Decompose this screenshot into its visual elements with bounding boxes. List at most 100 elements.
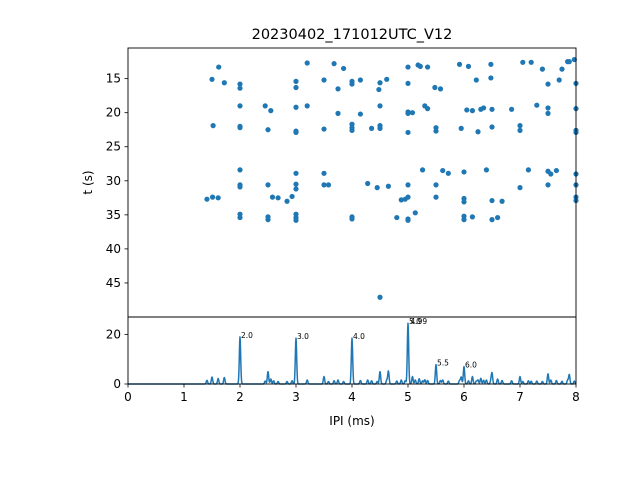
raster-point <box>237 81 243 87</box>
histogram-peak-annotations: 2.0 3.0 4.0 5.04.99 5.5 6.0 <box>241 317 477 369</box>
raster-point <box>237 125 243 131</box>
raster-y-tick-label: 25 <box>106 140 121 154</box>
raster-point <box>210 123 216 129</box>
raster-point <box>321 182 327 188</box>
raster-point <box>341 65 347 72</box>
raster-point <box>458 125 464 131</box>
raster-point <box>377 294 383 300</box>
histogram-peak-label: 5.0 <box>409 317 421 326</box>
raster-point <box>473 77 479 83</box>
raster-point <box>321 126 327 132</box>
raster-y-tick-label: 35 <box>106 208 121 222</box>
raster-point <box>456 61 463 67</box>
raster-point <box>489 124 495 130</box>
raster-point <box>321 170 327 176</box>
raster-point <box>412 210 418 216</box>
raster-point <box>489 217 495 223</box>
raster-point <box>335 110 341 116</box>
histogram-x-tick-label: 1 <box>180 390 188 404</box>
raster-point <box>377 103 383 109</box>
raster-point <box>405 217 411 223</box>
raster-point <box>262 103 268 109</box>
raster-point <box>517 185 523 191</box>
raster-point <box>545 110 551 116</box>
raster-point <box>216 64 222 70</box>
raster-point <box>215 195 221 201</box>
histogram-x-tick-label: 8 <box>572 390 580 404</box>
histogram-peak-label: 4.0 <box>353 332 365 341</box>
histogram-x-tick-label: 6 <box>460 390 468 404</box>
raster-point <box>433 194 439 200</box>
raster-point <box>481 105 487 111</box>
raster-point <box>405 194 411 200</box>
raster-point <box>566 59 572 65</box>
raster-point <box>237 184 243 190</box>
raster-point <box>293 186 299 192</box>
histogram-x-tick-label: 2 <box>236 390 244 404</box>
raster-point <box>409 110 416 116</box>
histogram-x-tick-label: 0 <box>124 390 132 404</box>
histogram-y-ticks: 0 20 <box>106 327 128 391</box>
raster-point <box>289 193 295 200</box>
raster-point <box>425 106 431 112</box>
raster-point <box>425 64 431 70</box>
raster-point <box>469 108 475 114</box>
raster-point <box>432 84 438 91</box>
histogram-peak-label: 2.0 <box>241 331 253 340</box>
raster-y-axis-label: t (s) <box>81 170 95 194</box>
raster-point <box>489 197 495 204</box>
raster-point <box>369 125 375 131</box>
raster-point <box>528 59 534 65</box>
histogram-y-tick-label: 0 <box>113 377 121 391</box>
raster-point <box>209 194 216 200</box>
raster-point <box>488 75 494 81</box>
histogram-x-axis-label: IPI (ms) <box>329 414 374 428</box>
raster-point <box>349 216 355 222</box>
raster-point <box>520 59 526 65</box>
raster-point <box>293 170 299 176</box>
raster-point <box>293 217 299 223</box>
histogram-x-tick-label: 3 <box>292 390 300 404</box>
raster-point <box>405 182 411 188</box>
raster-point <box>384 76 390 82</box>
histogram-x-tick-label: 5 <box>404 390 412 404</box>
raster-point <box>304 60 310 66</box>
raster-point <box>499 198 505 204</box>
raster-point <box>553 167 560 174</box>
raster-point <box>419 167 426 173</box>
raster-point <box>398 197 404 203</box>
raster-point <box>269 194 276 200</box>
histogram-peak-label: 6.0 <box>465 361 477 370</box>
histogram-x-ticks: 0 1 2 3 4 5 6 7 8 <box>124 384 580 404</box>
raster-point <box>275 195 281 201</box>
histogram-peak-label: 4.99 <box>411 317 428 326</box>
raster-point <box>461 169 467 175</box>
raster-y-ticks: 15 20 25 30 35 40 45 <box>106 72 128 290</box>
raster-point <box>349 127 355 133</box>
raster-point <box>321 77 327 83</box>
raster-point <box>405 80 411 87</box>
raster-point <box>525 167 532 173</box>
histogram-panel: 2.0 3.0 4.0 5.04.99 5.5 6.0 0 20 0 1 2 3 4 5 6 7 8 IPI… <box>106 316 580 428</box>
raster-point <box>469 214 475 220</box>
raster-point <box>475 129 481 135</box>
raster-point <box>417 63 423 69</box>
raster-point <box>376 86 382 93</box>
raster-point <box>293 181 299 187</box>
raster-point <box>357 77 363 83</box>
raster-point <box>365 180 371 187</box>
raster-point <box>405 129 411 136</box>
raster-points <box>204 56 579 300</box>
raster-point <box>483 167 489 173</box>
raster-point <box>293 84 299 91</box>
chart-title: 20230402_171012UTC_V12 <box>252 27 453 43</box>
raster-y-tick-label: 15 <box>106 72 121 86</box>
raster-y-tick-label: 30 <box>106 174 121 188</box>
raster-point <box>293 104 299 110</box>
raster-point <box>559 66 565 72</box>
raster-point <box>394 214 400 221</box>
raster-point <box>237 214 243 221</box>
raster-point <box>445 170 451 176</box>
